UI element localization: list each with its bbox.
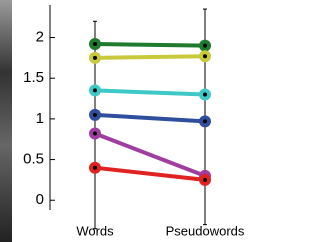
point-center — [203, 178, 207, 182]
background-image-strip — [0, 0, 12, 242]
point-center — [93, 166, 97, 170]
series-line — [95, 56, 205, 58]
point-center — [93, 42, 97, 46]
point-center — [93, 132, 97, 136]
point-center — [203, 44, 207, 48]
y-tick-label: 0 — [36, 191, 44, 208]
point-center — [203, 119, 207, 123]
series-line — [95, 115, 205, 122]
page: {"chart_data": {"type": "line", "categor… — [0, 0, 320, 242]
point-center — [93, 88, 97, 92]
point-center — [203, 54, 207, 58]
series-line — [95, 44, 205, 46]
y-tick-label: 1 — [36, 110, 44, 127]
y-tick-label: 0.5 — [23, 151, 44, 168]
point-center — [203, 92, 207, 96]
series-line — [95, 90, 205, 94]
x-tick-label: Pseudowords — [166, 223, 245, 238]
point-center — [93, 113, 97, 117]
y-tick-label: 2 — [36, 29, 44, 46]
point-center — [93, 56, 97, 60]
y-tick-label: 1.5 — [23, 69, 44, 86]
